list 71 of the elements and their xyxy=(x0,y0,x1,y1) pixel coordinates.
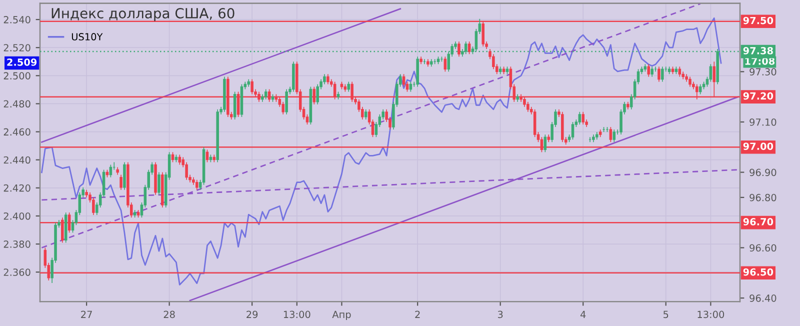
candlestick xyxy=(571,122,574,140)
candlestick xyxy=(347,81,350,92)
candlestick xyxy=(109,164,112,178)
ref-line-label: 97.38 xyxy=(743,47,773,54)
y-tick-label: 2.480 xyxy=(4,100,30,108)
x-tick-label: 4 xyxy=(580,310,586,318)
x-tick-label: 5 xyxy=(664,310,668,318)
y2-tick-label: 96.60 xyxy=(750,244,776,252)
candlestick xyxy=(533,108,536,138)
x-tick-label: 13:00 xyxy=(698,310,724,318)
candlestick xyxy=(544,134,547,153)
candlestick xyxy=(612,129,616,143)
candlestick xyxy=(206,149,209,163)
candlestick xyxy=(647,64,650,78)
y-tick-label: 2.500 xyxy=(4,72,30,80)
y2-tick-label: 96.40 xyxy=(750,294,776,302)
candlestick xyxy=(698,84,702,95)
candlestick xyxy=(364,108,368,120)
candlestick xyxy=(526,101,530,112)
candlestick xyxy=(444,56,447,72)
candlestick xyxy=(120,174,122,190)
y-tick-label: 2.420 xyxy=(4,184,30,192)
annotation: 2.509 xyxy=(7,58,37,66)
x-tick-label: 27 xyxy=(81,310,92,318)
legend-label: US10Y xyxy=(72,33,103,40)
y-tick-label: 2.540 xyxy=(4,16,30,24)
candlestick xyxy=(123,162,126,190)
candlestick xyxy=(233,91,236,120)
candlestick xyxy=(158,172,160,196)
candlestick xyxy=(196,179,198,190)
candlestick xyxy=(709,64,712,82)
candlestick xyxy=(402,74,406,88)
ref-line-label: 97.00 xyxy=(743,142,774,150)
y2-tick-label: 97.10 xyxy=(750,118,776,126)
y-tick-label: 2.400 xyxy=(4,212,30,220)
candlestick xyxy=(650,66,654,78)
y-tick-label: 2.440 xyxy=(4,156,30,164)
x-tick-label: 2 xyxy=(415,310,420,318)
candlestick xyxy=(458,41,460,57)
candlestick xyxy=(285,88,288,115)
candlestick xyxy=(578,111,582,125)
x-tick-label: Апр xyxy=(332,310,351,320)
y-tick-label: 2.520 xyxy=(4,44,30,52)
candlestick xyxy=(171,152,174,163)
candlestick xyxy=(609,126,612,143)
candlestick xyxy=(661,66,664,82)
ref-line-label: 97.20 xyxy=(743,92,774,100)
ref-line-label: 97.50 xyxy=(743,16,774,24)
y-tick-label: 2.460 xyxy=(4,128,30,136)
chart-title: Индекс доллара США, 60 xyxy=(52,8,234,22)
candlestick xyxy=(326,74,330,85)
candlestick xyxy=(688,76,692,88)
y-tick-label: 2.380 xyxy=(4,240,30,248)
x-tick-label: 3 xyxy=(498,310,503,318)
ref-line-label: 96.50 xyxy=(743,268,774,276)
x-tick-label: 13:00 xyxy=(284,310,310,318)
y2-tick-label: 96.80 xyxy=(750,194,776,202)
candlestick xyxy=(582,111,584,125)
candlestick xyxy=(409,81,412,92)
x-tick-label: 28 xyxy=(164,310,175,318)
y2-tick-label: 96.90 xyxy=(750,168,776,176)
candlestick xyxy=(678,66,682,78)
candlestick xyxy=(178,154,182,166)
x-tick-label: 29 xyxy=(246,310,258,318)
ref-line-label: 96.70 xyxy=(743,218,774,226)
candlestick xyxy=(264,88,268,100)
y2-tick-label: 97.30 xyxy=(750,68,776,76)
candlestick xyxy=(282,101,284,115)
candlestick xyxy=(658,66,660,82)
candlestick xyxy=(468,41,471,54)
y-tick-label: 2.360 xyxy=(4,268,30,276)
